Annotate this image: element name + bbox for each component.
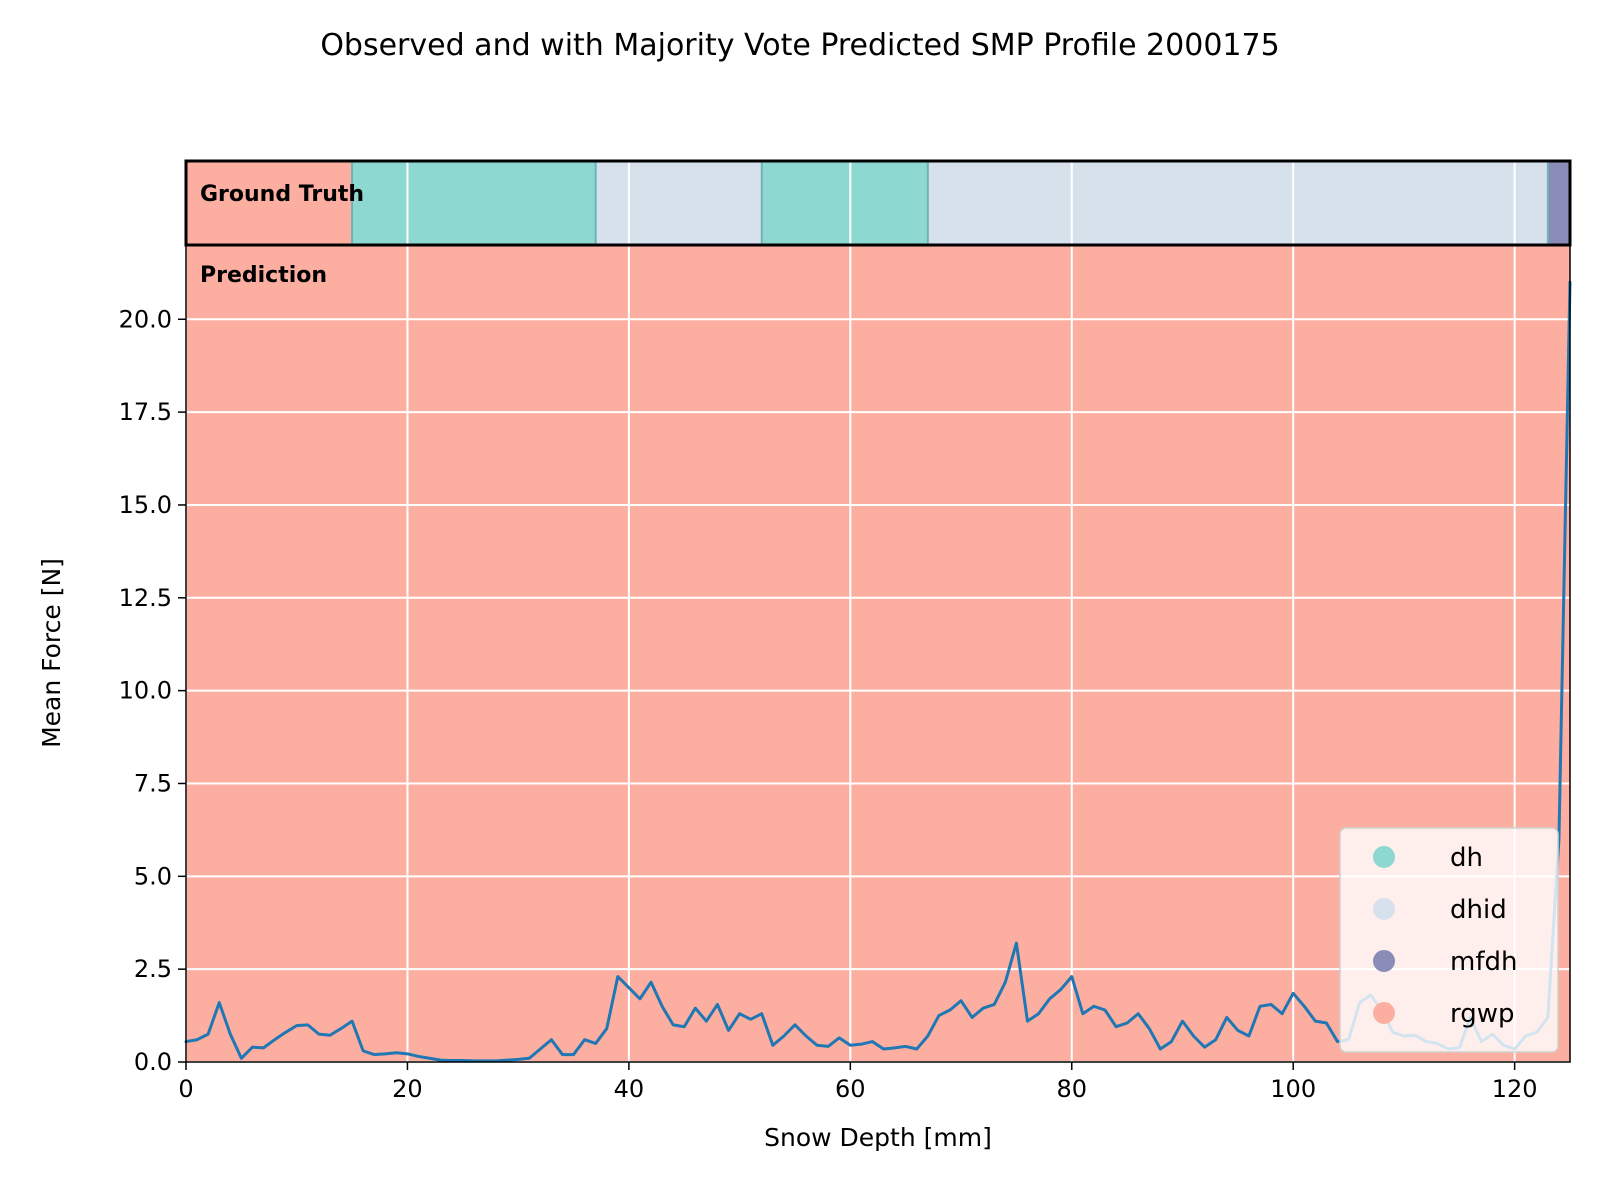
ground-truth-bands: [186, 161, 1570, 245]
y-tick-label: 20.0: [119, 305, 172, 333]
ground-truth-band-mfdh: [1547, 161, 1570, 245]
legend-label-mfdh: mfdh: [1450, 947, 1517, 977]
ground-truth-band-dhid: [595, 161, 762, 245]
y-tick-label: 5.0: [134, 862, 172, 890]
y-axis-label: Mean Force [N]: [37, 558, 66, 748]
x-axis-ticks: 0 20 40 60 80 100 120: [178, 1062, 1538, 1103]
y-tick-label: 17.5: [119, 398, 172, 426]
x-axis-label: Snow Depth [mm]: [764, 1123, 992, 1152]
ground-truth-band-rgwp: [186, 161, 353, 245]
x-tick-label: 0: [178, 1075, 193, 1103]
x-tick-label: 120: [1492, 1075, 1538, 1103]
x-tick-label: 20: [392, 1075, 423, 1103]
ground-truth-band-dhid: [927, 161, 1548, 245]
legend-marker-dh: [1373, 846, 1395, 868]
y-axis-ticks: 0.0 2.5 5.0 7.5 10.0 12.5 15.0 17.5 20.0: [119, 305, 186, 1076]
y-tick-label: 7.5: [134, 769, 172, 797]
y-tick-label: 10.0: [119, 677, 172, 705]
legend-marker-dhid: [1373, 898, 1395, 920]
legend-box: [1339, 827, 1559, 1053]
y-tick-label: 12.5: [119, 584, 172, 612]
plot-frame: [185, 244, 1571, 1063]
ground-truth-band-dh: [352, 161, 596, 245]
legend-marker-mfdh: [1373, 950, 1395, 972]
legend-label-rgwp: rgwp: [1450, 999, 1515, 1029]
x-tick-label: 80: [1056, 1075, 1087, 1103]
legend-marker-rgwp: [1373, 1002, 1395, 1024]
y-tick-label: 0.0: [134, 1048, 172, 1076]
chart-title: Observed and with Majority Vote Predicte…: [320, 28, 1279, 63]
x-tick-label: 100: [1270, 1075, 1316, 1103]
x-tick-label: 60: [835, 1075, 866, 1103]
prediction-label: Prediction: [200, 263, 327, 288]
legend-label-dhid: dhid: [1450, 895, 1507, 925]
y-tick-label: 15.0: [119, 491, 172, 519]
legend: dh dhid mfdh rgwp: [1339, 827, 1559, 1053]
ground-truth-band-dh: [761, 161, 928, 245]
ground-truth-label: Ground Truth: [200, 182, 364, 207]
y-tick-label: 2.5: [134, 955, 172, 983]
x-tick-label: 40: [614, 1075, 645, 1103]
legend-label-dh: dh: [1450, 843, 1483, 873]
